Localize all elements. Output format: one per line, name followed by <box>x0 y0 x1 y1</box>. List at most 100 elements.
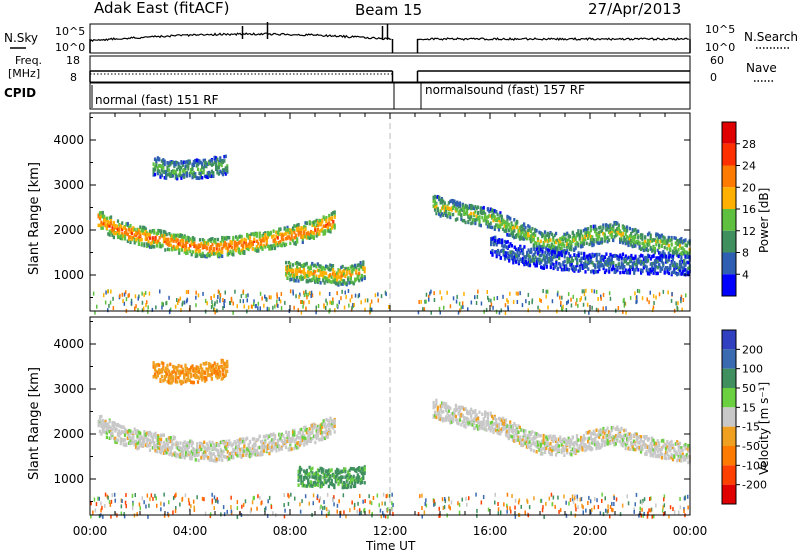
echo-cell <box>308 434 311 439</box>
echo-cell <box>293 229 296 233</box>
echo-cell <box>553 253 557 257</box>
echo-cell <box>320 271 324 275</box>
echo-cell <box>243 449 246 453</box>
echo-cell <box>229 442 232 446</box>
echo-cell <box>322 232 325 236</box>
echo-cell <box>147 309 149 314</box>
echo-cell <box>140 228 143 233</box>
echo-cell <box>180 452 183 456</box>
echo-cell <box>510 223 513 227</box>
echo-cell <box>660 267 663 271</box>
echo-cell <box>631 264 634 268</box>
echo-cell <box>340 274 343 278</box>
echo-cell <box>336 275 339 280</box>
echo-cell <box>463 210 466 214</box>
echo-cell <box>452 199 455 203</box>
echo-cell <box>195 160 198 164</box>
echo-cell <box>325 469 328 473</box>
echo-cell <box>562 262 565 267</box>
echo-cell <box>640 253 643 258</box>
echo-cell <box>330 478 333 483</box>
echo-cell <box>472 426 476 431</box>
echo-cell <box>499 211 502 215</box>
echo-cell <box>561 238 565 242</box>
echo-cell <box>207 444 210 449</box>
echo-cell <box>301 277 304 281</box>
echo-cell <box>557 241 560 245</box>
echo-cell <box>115 226 118 231</box>
echo-cell <box>167 168 170 172</box>
echo-cell <box>194 453 197 457</box>
echo-cell <box>140 444 143 448</box>
echo-cell <box>325 431 328 435</box>
echo-cell <box>561 306 563 311</box>
echo-cell <box>144 232 147 237</box>
echo-cell <box>311 230 314 235</box>
echo-cell <box>606 235 609 240</box>
echo-cell <box>161 234 164 239</box>
echo-cell <box>212 446 215 451</box>
echo-cell <box>673 270 676 274</box>
echo-cell <box>147 232 150 237</box>
echo-cell <box>251 437 254 441</box>
echo-cell <box>580 231 583 236</box>
echo-cell <box>295 294 297 299</box>
echo-cell <box>470 422 473 427</box>
echo-cell <box>532 232 535 236</box>
echo-cell <box>641 296 644 301</box>
echo-cell <box>362 263 365 267</box>
echo-cell <box>566 231 569 236</box>
echo-cell <box>355 277 358 282</box>
echo-cell <box>265 448 268 452</box>
echo-cell <box>193 241 196 246</box>
echo-cell <box>655 239 658 244</box>
echo-cell <box>166 165 169 169</box>
echo-cell <box>606 239 609 244</box>
echo-cell <box>549 256 552 260</box>
echo-cell <box>589 234 592 239</box>
echo-cell <box>251 444 254 448</box>
echo-cell <box>495 210 498 214</box>
echo-cell <box>261 448 264 452</box>
echo-cell <box>280 432 283 437</box>
nsearch-label: N.Search <box>744 30 798 44</box>
echo-cell <box>304 221 307 225</box>
echo-cell <box>137 296 139 301</box>
echo-cell <box>296 240 299 244</box>
echo-cell <box>173 171 176 175</box>
echo-cell <box>289 274 292 278</box>
echo-cell <box>432 404 435 409</box>
echo-cell <box>641 260 644 265</box>
echo-cell <box>316 483 319 487</box>
echo-cell <box>197 248 200 253</box>
echo-cell <box>329 474 332 479</box>
echo-cell <box>461 420 464 424</box>
echo-cell <box>108 425 111 429</box>
echo-cell <box>187 167 190 171</box>
echo-cell <box>436 405 439 410</box>
echo-cell <box>544 250 547 255</box>
echo-cell <box>290 272 293 276</box>
echo-cell <box>319 431 322 435</box>
echo-cell <box>329 268 332 272</box>
echo-cell <box>449 304 452 309</box>
echo-cell <box>516 248 519 253</box>
echo-cell <box>308 220 311 224</box>
echo-cell <box>159 289 161 294</box>
echo-cell <box>183 440 186 444</box>
echo-cell <box>351 272 354 276</box>
echo-cell <box>319 273 322 277</box>
echo-cell <box>540 247 543 252</box>
echo-cell <box>148 430 152 435</box>
echo-cell <box>670 298 673 303</box>
echo-cell <box>127 293 129 298</box>
echo-cell <box>628 234 631 238</box>
echo-cell <box>504 430 508 434</box>
echo-cell <box>681 266 684 270</box>
echo-cell <box>344 281 347 286</box>
echo-cell <box>316 427 320 431</box>
echo-cell <box>488 214 491 218</box>
echo-cell <box>580 296 582 301</box>
echo-cell <box>440 198 444 202</box>
echo-cell <box>156 157 159 161</box>
